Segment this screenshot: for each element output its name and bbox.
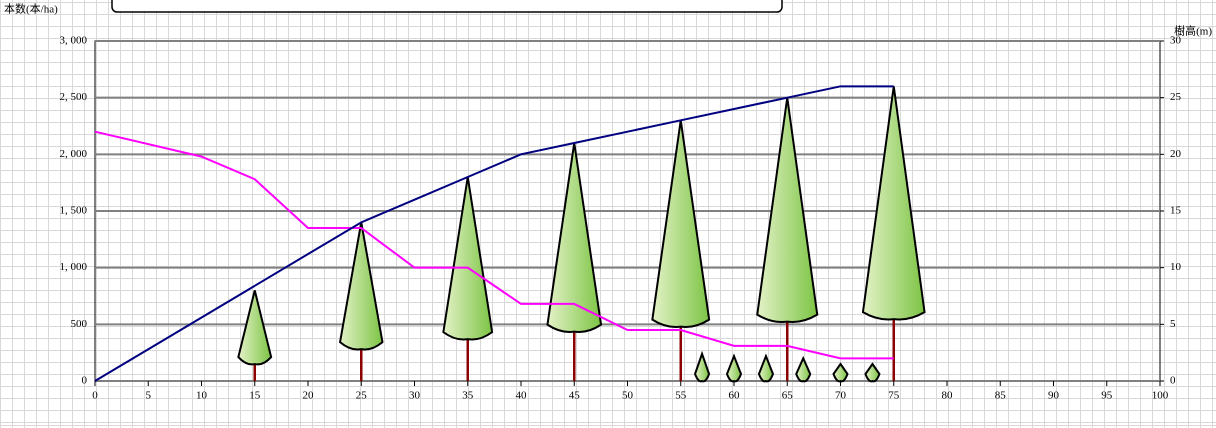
x-tick-label: 80 (942, 390, 954, 402)
x-tick-label: 75 (888, 390, 900, 402)
x-tick-label: 35 (462, 390, 474, 402)
tree (693, 350, 711, 383)
tree (757, 353, 775, 383)
x-tick-label: 70 (835, 390, 847, 402)
tree (756, 97, 819, 323)
tree (546, 142, 603, 333)
y-tick-label: 0 (82, 375, 88, 387)
tree (651, 120, 711, 328)
y-tick-label: 500 (71, 318, 88, 330)
tree (864, 362, 881, 383)
y2-tick-label: 15 (1170, 205, 1182, 217)
x-tick-label: 10 (196, 390, 208, 402)
x-tick-label: 100 (1152, 390, 1169, 402)
tree (861, 86, 926, 321)
x-tick-label: 15 (249, 390, 261, 402)
y2-tick-label: 25 (1170, 91, 1182, 103)
y2-tick-label: 20 (1170, 148, 1182, 160)
x-tick-label: 55 (675, 390, 687, 402)
y-tick-label: 3, 000 (60, 35, 88, 47)
y-tick-label: 2, 500 (60, 91, 88, 103)
x-tick-label: 95 (1101, 390, 1113, 402)
x-tick-label: 30 (409, 390, 421, 402)
y2-tick-label: 5 (1170, 318, 1176, 330)
x-tick-label: 45 (569, 390, 581, 402)
tree (725, 353, 743, 383)
y-axis-label: 本数(本/ha) (4, 2, 58, 16)
x-tick-label: 50 (622, 390, 634, 402)
y-tick-label: 1, 500 (60, 205, 88, 217)
y2-axis-label: 樹高(m) (1174, 24, 1212, 38)
tree (237, 290, 273, 366)
y-tick-label: 1, 000 (60, 261, 88, 273)
x-tick-label: 85 (995, 390, 1007, 402)
y-tick-label: 2, 000 (60, 148, 88, 160)
tree (442, 176, 494, 341)
title-box (111, 0, 783, 13)
tree (832, 362, 849, 383)
x-tick-label: 0 (92, 390, 98, 402)
y2-tick-label: 30 (1170, 35, 1182, 47)
tree (795, 355, 812, 383)
x-tick-label: 25 (356, 390, 368, 402)
x-tick-label: 90 (1048, 390, 1060, 402)
x-tick-label: 60 (729, 390, 741, 402)
x-tick-label: 40 (516, 390, 528, 402)
series-line (94, 85, 894, 382)
x-tick-label: 65 (782, 390, 794, 402)
y2-tick-label: 0 (1170, 375, 1176, 387)
tree (338, 222, 384, 351)
x-tick-label: 20 (303, 390, 315, 402)
x-tick-label: 5 (146, 390, 152, 402)
y2-tick-label: 10 (1170, 261, 1182, 273)
series-line (94, 130, 894, 360)
